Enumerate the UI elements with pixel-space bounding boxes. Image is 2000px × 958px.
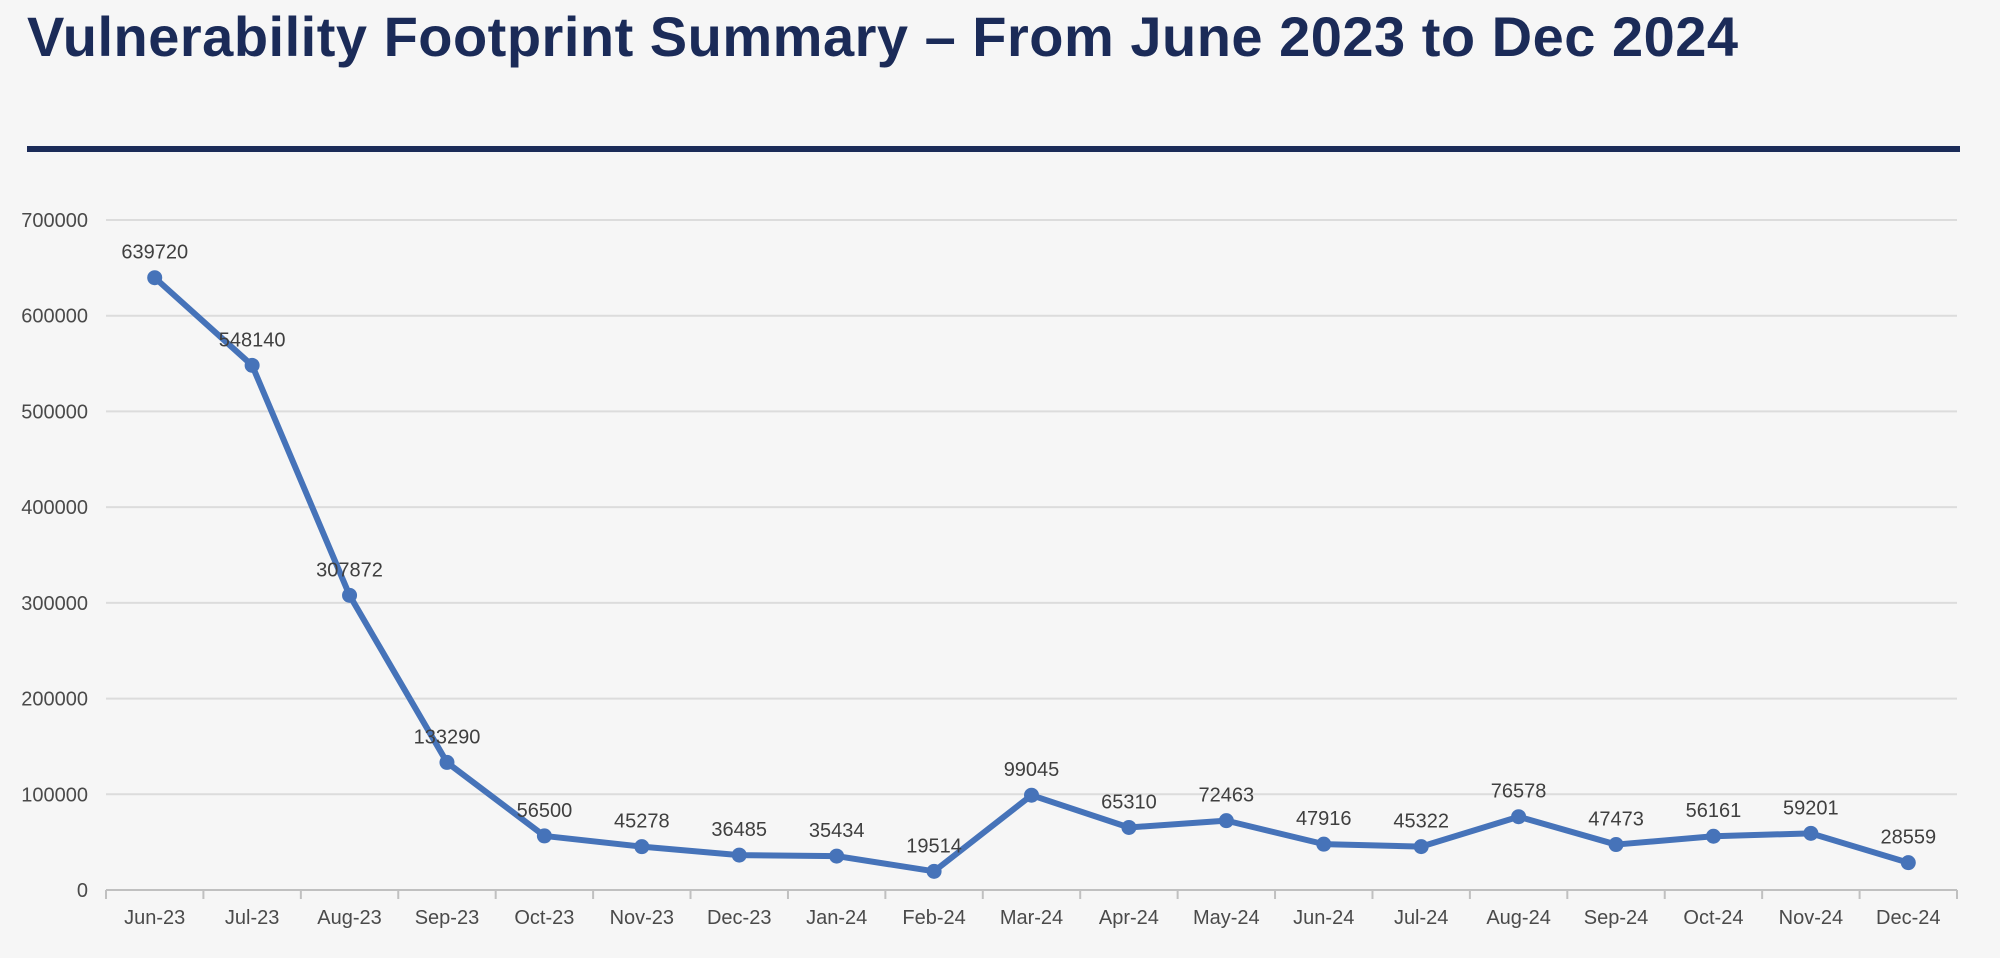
x-tick-label: Aug-23 bbox=[317, 907, 382, 929]
x-tick-label: Sep-23 bbox=[415, 907, 480, 929]
page-title: Vulnerability Footprint Summary – From J… bbox=[27, 5, 1739, 68]
x-tick-label: Aug-24 bbox=[1486, 907, 1551, 929]
data-label: 36485 bbox=[711, 819, 767, 841]
title-divider bbox=[27, 146, 1960, 152]
data-point-marker bbox=[147, 270, 163, 286]
data-label: 639720 bbox=[121, 242, 188, 264]
data-label: 35434 bbox=[809, 820, 865, 842]
data-point-marker bbox=[1608, 837, 1624, 853]
data-label: 72463 bbox=[1199, 785, 1255, 807]
data-point-marker bbox=[926, 863, 942, 879]
data-label: 28559 bbox=[1880, 827, 1936, 849]
x-tick-label: Dec-24 bbox=[1876, 907, 1940, 929]
data-point-marker bbox=[731, 847, 747, 863]
x-tick-label: Sep-24 bbox=[1584, 907, 1649, 929]
data-point-marker bbox=[439, 754, 455, 770]
data-label: 47473 bbox=[1588, 809, 1644, 831]
x-tick-label: Jul-23 bbox=[225, 907, 279, 929]
y-tick-label: 200000 bbox=[21, 689, 88, 711]
y-tick-label: 700000 bbox=[21, 210, 88, 232]
data-label: 56161 bbox=[1686, 800, 1742, 822]
data-point-marker bbox=[1900, 855, 1916, 871]
x-tick-label: Jul-24 bbox=[1394, 907, 1448, 929]
data-point-marker bbox=[342, 587, 358, 603]
x-tick-label: Oct-24 bbox=[1683, 907, 1743, 929]
data-label: 19514 bbox=[906, 835, 962, 857]
data-label: 65310 bbox=[1101, 791, 1157, 813]
x-tick-label: Dec-23 bbox=[707, 907, 771, 929]
data-point-marker bbox=[1121, 819, 1137, 835]
data-point-marker bbox=[1511, 809, 1527, 825]
data-point-marker bbox=[244, 357, 260, 373]
y-tick-label: 600000 bbox=[21, 306, 88, 328]
series-line bbox=[151, 274, 1912, 875]
data-label: 47916 bbox=[1296, 808, 1352, 830]
x-tick-label: Apr-24 bbox=[1099, 907, 1159, 929]
data-label: 548140 bbox=[219, 329, 286, 351]
data-point-marker bbox=[634, 839, 650, 855]
x-tick-label: Jun-24 bbox=[1293, 907, 1354, 929]
data-point-marker bbox=[1316, 836, 1332, 852]
data-point-marker bbox=[829, 848, 845, 864]
y-tick-label: 400000 bbox=[21, 497, 88, 519]
y-tick-label: 0 bbox=[77, 880, 88, 902]
y-tick-label: 500000 bbox=[21, 401, 88, 423]
data-label: 76578 bbox=[1491, 781, 1547, 803]
data-label: 45322 bbox=[1393, 811, 1449, 833]
x-tick-label: Jan-24 bbox=[806, 907, 867, 929]
x-tick-label: Jun-23 bbox=[124, 907, 185, 929]
data-label: 56500 bbox=[517, 800, 573, 822]
x-tick-label: Nov-23 bbox=[610, 907, 674, 929]
data-label: 59201 bbox=[1783, 797, 1839, 819]
data-label: 45278 bbox=[614, 811, 670, 833]
data-point-marker bbox=[1705, 828, 1721, 844]
y-tick-label: 100000 bbox=[21, 784, 88, 806]
data-label: 133290 bbox=[414, 726, 481, 748]
x-tick-label: Nov-24 bbox=[1779, 907, 1843, 929]
x-tick-label: May-24 bbox=[1193, 907, 1260, 929]
y-tick-label: 300000 bbox=[21, 593, 88, 615]
data-point-marker bbox=[1413, 839, 1429, 855]
data-label: 99045 bbox=[1004, 759, 1060, 781]
data-point-marker bbox=[1218, 813, 1234, 829]
x-tick-label: Oct-23 bbox=[514, 907, 574, 929]
x-tick-label: Mar-24 bbox=[1000, 907, 1063, 929]
data-point-marker bbox=[536, 828, 552, 844]
data-label: 307872 bbox=[316, 559, 383, 581]
data-point-marker bbox=[1024, 787, 1039, 803]
data-point-marker bbox=[1803, 825, 1819, 841]
x-tick-label: Feb-24 bbox=[902, 907, 965, 929]
